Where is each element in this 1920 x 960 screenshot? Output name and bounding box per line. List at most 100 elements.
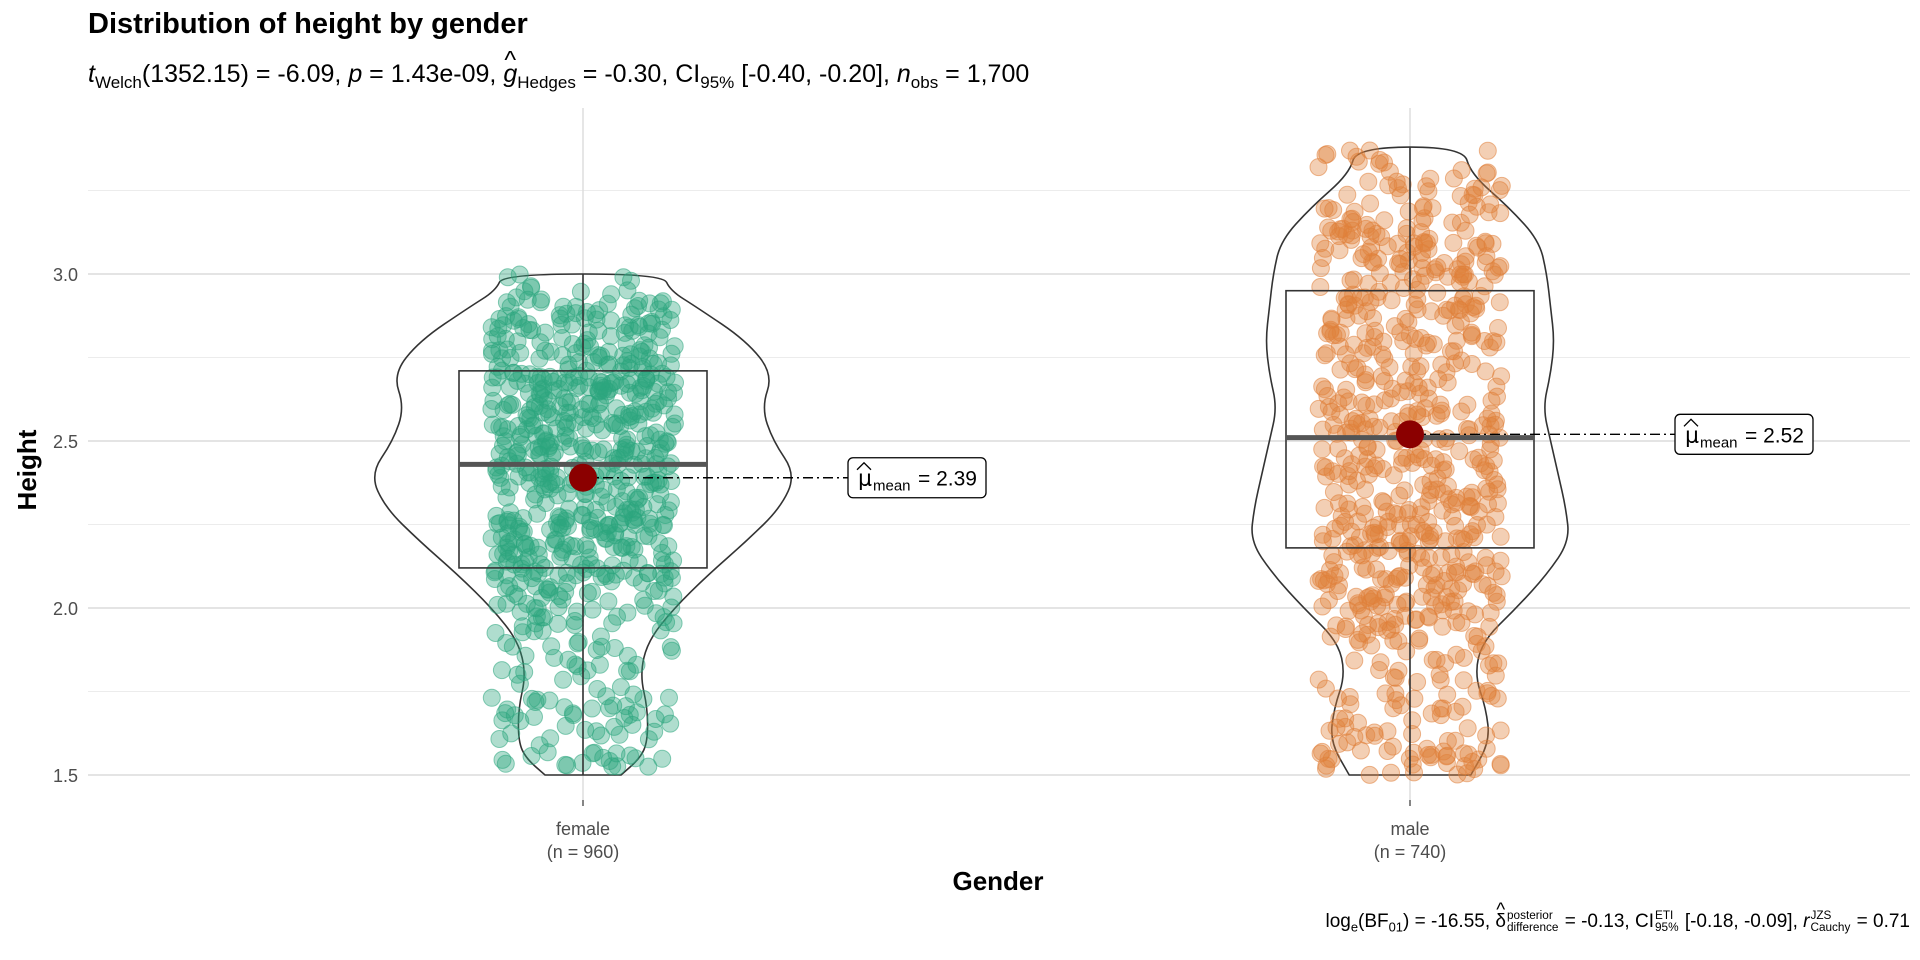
data-point	[1339, 601, 1358, 620]
data-point	[569, 633, 588, 651]
data-point	[560, 429, 579, 448]
data-point	[1421, 530, 1440, 549]
data-point	[1386, 684, 1405, 703]
data-point	[1321, 627, 1340, 646]
data-point	[651, 294, 670, 313]
data-point	[1319, 218, 1338, 237]
data-point	[552, 315, 571, 334]
data-point	[1373, 460, 1392, 478]
data-point	[1484, 654, 1503, 673]
data-point	[1345, 536, 1364, 555]
data-point	[502, 724, 521, 743]
data-point	[483, 378, 502, 397]
data-point	[542, 637, 561, 656]
data-point	[1365, 395, 1384, 414]
caption-r-value: 0.71	[1873, 910, 1910, 932]
caption-ci-sub: 95%	[1654, 920, 1679, 934]
data-point	[541, 520, 560, 539]
grid-lines	[88, 108, 1910, 800]
data-point	[1407, 515, 1426, 534]
data-point	[556, 755, 575, 774]
data-point	[1373, 492, 1392, 511]
data-point	[626, 384, 645, 403]
data-point	[1488, 689, 1507, 708]
data-point	[1386, 668, 1405, 687]
x-tick-label: female	[556, 819, 610, 839]
subtitle-ci-label: CI	[675, 60, 701, 88]
data-point	[1311, 259, 1330, 278]
data-point	[488, 327, 507, 346]
data-point	[1395, 481, 1414, 500]
data-point	[1357, 396, 1376, 415]
data-point	[1382, 763, 1400, 782]
data-point	[659, 537, 678, 556]
data-point	[613, 429, 632, 448]
data-point	[1435, 254, 1454, 272]
data-point	[1478, 681, 1497, 700]
data-point	[1408, 402, 1427, 421]
data-point	[581, 337, 600, 356]
data-point	[1345, 728, 1364, 746]
subtitle-t-value: -6.09	[277, 60, 335, 88]
data-point	[501, 503, 520, 522]
data-point	[1357, 215, 1376, 234]
data-point	[1419, 182, 1438, 201]
data-point	[557, 563, 576, 582]
data-point	[1323, 546, 1342, 565]
data-point	[612, 471, 631, 490]
subtitle-t-label: t	[88, 60, 95, 88]
data-point	[1327, 616, 1346, 635]
data-point	[1465, 627, 1484, 645]
data-point	[1374, 493, 1393, 512]
data-point	[516, 374, 535, 393]
data-point	[1391, 383, 1410, 402]
data-point	[538, 400, 557, 419]
data-point	[639, 527, 658, 546]
data-point	[588, 680, 607, 698]
data-point	[494, 401, 513, 419]
data-point	[561, 403, 579, 422]
data-point	[618, 603, 637, 622]
data-point	[1417, 575, 1436, 594]
data-point	[1363, 221, 1382, 240]
chart-title: Distribution of height by gender	[88, 8, 528, 40]
data-point	[1327, 718, 1346, 737]
data-point	[1386, 615, 1405, 634]
data-point	[1324, 415, 1343, 434]
data-point	[1370, 151, 1389, 169]
data-point	[1356, 373, 1375, 392]
data-point	[621, 746, 639, 765]
data-point	[633, 360, 652, 379]
caption-r-sub: Cauchy	[1810, 920, 1851, 934]
data-point	[1314, 457, 1333, 476]
data-point	[1361, 194, 1380, 213]
data-point	[649, 392, 668, 411]
mean-point	[1396, 420, 1424, 449]
data-point	[1316, 679, 1335, 698]
data-point	[581, 512, 599, 530]
data-point	[611, 514, 629, 533]
data-point	[533, 621, 552, 640]
data-point	[577, 419, 595, 438]
data-point	[1431, 699, 1450, 718]
data-point	[1464, 565, 1483, 584]
subtitle-ci-sub: 95%	[700, 73, 735, 92]
data-point	[1364, 253, 1383, 272]
data-point	[1489, 654, 1508, 673]
mean-label-hat	[1683, 418, 1699, 427]
data-point	[1365, 328, 1384, 347]
data-point	[1435, 572, 1454, 590]
data-point	[603, 757, 622, 776]
data-point	[1437, 754, 1456, 772]
data-point	[497, 488, 516, 507]
data-point	[1468, 238, 1487, 257]
caption-bf-sub: e	[1350, 919, 1359, 935]
data-point	[1388, 505, 1407, 524]
data-point	[525, 490, 544, 509]
data-point	[606, 565, 625, 584]
data-point	[533, 403, 552, 422]
data-point	[606, 523, 625, 542]
data-point	[613, 405, 632, 424]
data-point	[1422, 302, 1441, 321]
